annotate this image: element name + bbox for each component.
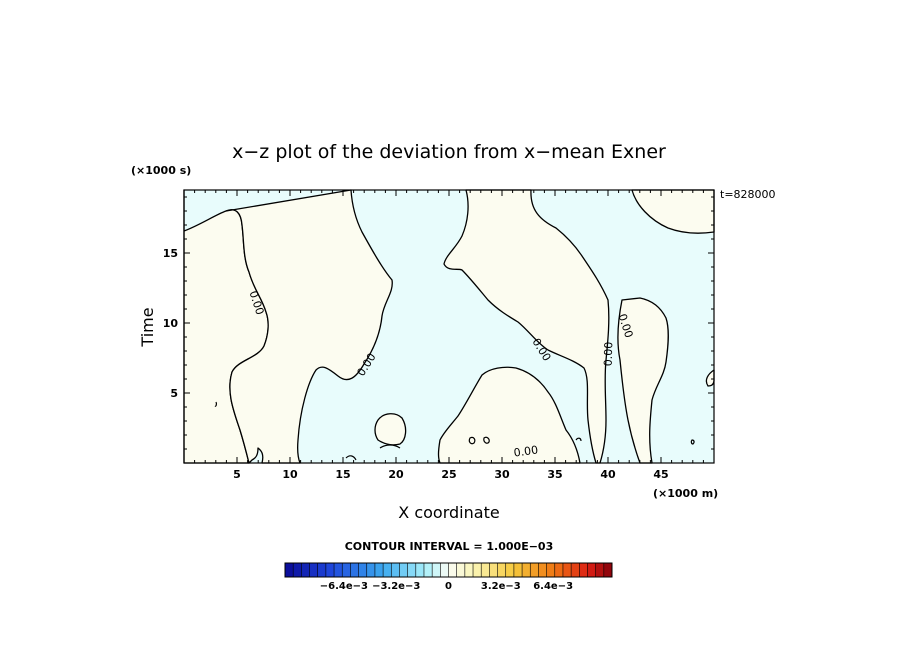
colorbar-swatch [464,563,474,577]
x-unit-label: (×1000 m) [653,487,718,500]
colorbar-swatch [358,563,367,577]
contour-interval-text: CONTOUR INTERVAL = 1.000E−03 [345,540,554,553]
colorbar-swatch [481,563,490,577]
x-tick-label: 15 [335,468,350,481]
colorbar-swatch [513,563,523,577]
colorbar-swatch [473,563,482,577]
colorbar-label: 6.4e−3 [533,581,573,592]
colorbar-label: 3.2e−3 [481,581,521,592]
x-tick-label: 20 [388,468,404,481]
colorbar-swatch [448,563,457,577]
x-axis-label: X coordinate [398,503,499,522]
colorbar-swatch [407,563,416,577]
colorbar-label: −6.4e−3 [320,581,368,592]
colorbar-swatch [285,563,294,577]
y-tick-labels: 5 10 15 [163,247,179,400]
colorbar-swatch [309,563,318,577]
colorbar-swatch [350,563,359,577]
colorbar-label: 0 [445,581,452,592]
x-tick-label: 45 [653,468,668,481]
colorbar-swatch [399,563,408,577]
colorbar-swatch [538,563,547,577]
contour-loop [690,439,695,445]
positive-region-upper-right [443,189,610,464]
colorbar-swatch [366,563,376,577]
y-tick-label: 15 [163,247,178,260]
colorbar-swatch [546,563,555,577]
y-tick-label: 10 [163,317,179,330]
colorbar-swatch [383,563,392,577]
colorbar-swatch [562,563,572,577]
colorbar-swatch [342,563,351,577]
positive-region-top-right [631,189,715,234]
colorbar-swatch [374,563,384,577]
x-tick-label: 25 [441,468,456,481]
chart-title: x−z plot of the deviation from x−mean Ex… [232,141,666,163]
colorbar-label: −3.2e−3 [372,581,420,592]
x-tick-labels: 5 10 15 20 25 30 35 40 45 [233,468,668,481]
colorbar-swatch [497,563,506,577]
colorbar-swatch [554,563,564,577]
x-tick-label: 30 [494,468,510,481]
colorbar-swatch [301,563,310,577]
colorbar-swatch [325,563,335,577]
positive-region-center [225,189,393,464]
positive-blob-lower-left [374,413,407,446]
colorbar-swatch [334,563,343,577]
plot-area: 0.000.000.00 0.000.000.00 5 10 15 20 25 30 35 40… [163,189,715,481]
contour-loop [483,436,490,444]
colorbar-swatch [440,563,449,577]
colorbar-swatch [456,563,466,577]
y-unit-label: (×1000 s) [131,164,191,177]
x-tick-label: 10 [282,468,298,481]
x-tick-label: 35 [547,468,562,481]
contour-loop [468,436,476,445]
x-tick-label: 40 [600,468,616,481]
contour-loop [379,444,401,449]
contour-label: 0.00 [513,443,539,459]
contour-loop [575,437,582,442]
y-tick-label: 5 [170,387,178,400]
colorbar-swatch [603,563,613,577]
contour-loop [345,455,357,461]
positive-regions [183,189,715,464]
colorbar-frame [284,562,613,578]
colorbar-swatch [489,563,498,577]
colorbar-swatch [505,563,515,577]
contour-loop [214,401,218,407]
colorbar-swatch [571,563,580,577]
small-contour-loops [214,401,695,461]
contour-label: 0.00 [602,342,616,367]
colorbar-swatch [587,563,596,577]
colorbar-swatch [391,563,400,577]
x-tick-label: 5 [233,468,241,481]
colorbar [284,562,613,578]
positive-region-right [617,297,669,464]
colorbar-swatch [423,563,433,577]
colorbar-swatch [432,563,441,577]
colorbar-swatch [293,563,302,577]
colorbar-swatch [522,563,531,577]
axis-ticks [184,190,714,463]
colorbar-swatch [317,563,327,577]
y-axis-label: Time [138,307,157,347]
time-stamp: t=828000 [720,188,776,201]
colorbar-swatch [415,563,425,577]
colorbar-swatch [579,563,588,577]
colorbar-swatch [595,563,605,577]
colorbar-swatch [530,563,539,577]
colorbar-labels: −6.4e−3 −3.2e−3 0 3.2e−3 6.4e−3 [320,581,573,592]
